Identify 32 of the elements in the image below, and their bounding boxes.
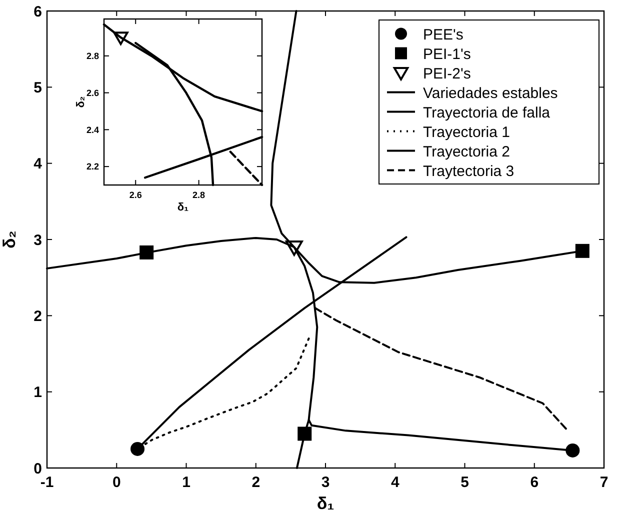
x-tick-label: 6	[530, 474, 539, 491]
y-tick-label: 3	[34, 232, 42, 249]
legend-label: PEI-1's	[423, 46, 471, 63]
y-tick-label: 6	[34, 3, 42, 20]
x-axis-title: δ₁	[177, 201, 190, 214]
y-tick-label: 5	[34, 79, 42, 96]
y-tick-label: 4	[34, 156, 43, 173]
y-tick-label: 2.8	[86, 51, 99, 62]
legend-label: Traytectoria 3	[423, 162, 514, 180]
y-tick-label: 2.6	[86, 88, 99, 98]
x-tick-label: 3	[321, 474, 330, 491]
x-axis-title: δ₁	[316, 494, 334, 513]
y-tick-label: 0	[34, 460, 42, 478]
y-axis-title: δ₂	[0, 230, 19, 248]
x-tick-label: 0	[112, 474, 121, 491]
x-tick-label: 1	[182, 474, 190, 491]
legend-label: PEE's	[423, 26, 464, 44]
x-tick-label: -1	[40, 474, 54, 491]
legend-label: PEI-2's	[423, 65, 471, 82]
y-tick-label: 2.2	[86, 162, 99, 172]
legend-label: Trayectoria 2	[423, 143, 510, 160]
x-tick-label: 5	[460, 474, 469, 491]
y-tick-label: 2.4	[86, 124, 99, 135]
x-tick-label: 4	[390, 474, 400, 491]
y-tick-label: 2	[34, 308, 42, 325]
legend-label: Trayectoria de falla	[423, 104, 551, 122]
x-tick-label: 7	[600, 474, 608, 491]
legend-label: Trayectoria 1	[423, 124, 510, 141]
x-tick-label: 2	[252, 474, 260, 491]
y-axis-title: δ₂	[75, 96, 87, 108]
legend-label: Variedades estables	[423, 84, 558, 102]
y-tick-label: 1	[34, 384, 42, 402]
